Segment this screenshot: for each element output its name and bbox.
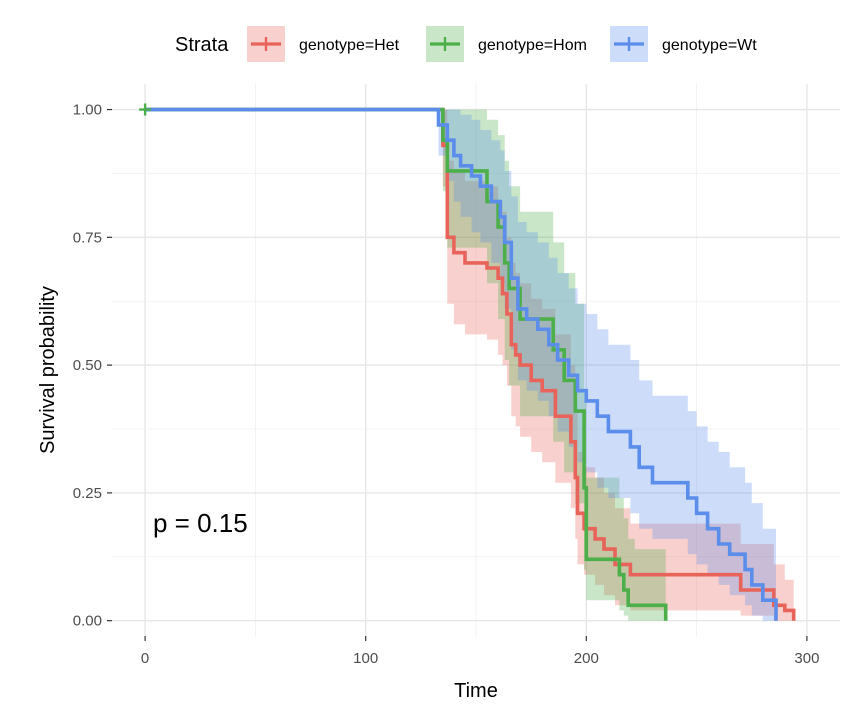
confidence-bands (145, 109, 794, 621)
legend: Strata genotype=Het genotype=Hom genotype=… (175, 26, 757, 62)
legend-items: genotype=Het genotype=Hom genotype=Wt (247, 26, 757, 62)
censor-marks (139, 103, 152, 116)
censor-mark (139, 103, 152, 116)
y-axis: 0.00 0.25 0.50 0.75 1.00 (73, 102, 112, 630)
survival-curve-wt (145, 107, 778, 621)
survival-curves (145, 107, 796, 621)
x-axis-title: Time (454, 680, 498, 702)
legend-label: genotype=Wt (662, 37, 757, 54)
confidence-band-hom (145, 109, 666, 621)
x-tick-label: 100 (353, 650, 378, 667)
survival-curve-hom (145, 107, 668, 621)
legend-item-het: genotype=Het (247, 26, 400, 62)
legend-item-hom: genotype=Hom (426, 26, 587, 62)
x-axis: 0 100 200 300 (141, 636, 819, 667)
y-tick-label: 0.50 (73, 357, 102, 374)
legend-title: Strata (175, 34, 229, 56)
p-value-annotation: p = 0.15 (153, 508, 248, 538)
legend-label: genotype=Hom (478, 37, 587, 54)
y-tick-label: 1.00 (73, 102, 102, 119)
x-tick-label: 300 (794, 650, 819, 667)
plot-area (112, 84, 840, 636)
y-axis-title: Survival probability (37, 286, 59, 454)
survival-curve-het (145, 107, 796, 621)
y-tick-label: 0.25 (73, 485, 102, 502)
confidence-band-wt (145, 109, 777, 621)
y-tick-label: 0.75 (73, 229, 102, 246)
legend-label: genotype=Het (299, 37, 400, 54)
confidence-band-het (145, 109, 794, 621)
legend-item-wt: genotype=Wt (610, 26, 757, 62)
x-tick-label: 200 (574, 650, 599, 667)
y-tick-label: 0.00 (73, 613, 102, 630)
x-tick-label: 0 (141, 650, 149, 667)
